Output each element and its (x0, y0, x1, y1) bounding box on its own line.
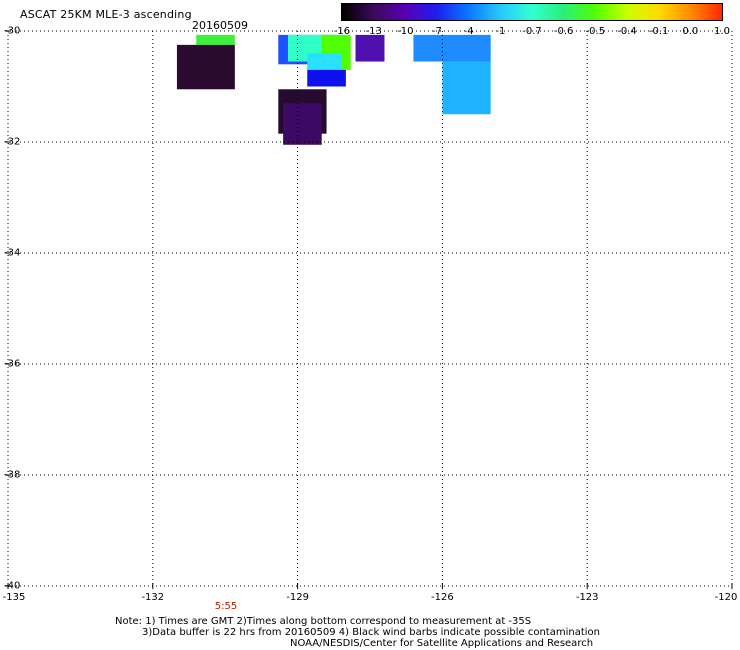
chart-date: 20160509 (192, 19, 248, 32)
note-line-1: Note: 1) Times are GMT 2)Times along bot… (115, 616, 532, 627)
chart-title: ASCAT 25KM MLE-3 ascending (20, 8, 192, 21)
lon-label-3: -126 (431, 592, 454, 603)
colorbar-label-10: -0.1 (648, 26, 669, 37)
colorbar-label-9: -0.4 (617, 26, 637, 37)
colorbar-label-12: 1.0 (714, 26, 730, 37)
colorbar-label-3: -7 (432, 26, 442, 37)
colorbar-label-2: -10 (397, 26, 414, 37)
time-label: 5:55 (214, 601, 238, 612)
swath-cell-9 (442, 61, 491, 115)
colorbar-label-8: -0.5 (585, 26, 606, 37)
swath-cell-11 (283, 103, 322, 145)
colorbar-label-5: -1 (495, 26, 506, 37)
lon-label-0: -135 (2, 592, 26, 603)
note-line-3: NOAA/NESDIS/Center for Satellite Applica… (290, 638, 594, 649)
swath-cell-6 (307, 69, 346, 87)
swath-cell-1 (176, 44, 235, 90)
lon-label-4: -123 (575, 592, 599, 603)
colorbar-label-0: -16 (333, 26, 351, 37)
lon-label-1: -132 (141, 592, 165, 603)
note-line-2: 3)Data buffer is 22 hrs from 20160509 4)… (142, 627, 600, 638)
swath-cell-8 (413, 34, 491, 62)
lon-label-5: -120 (714, 592, 738, 603)
colorbar (341, 3, 723, 21)
swath-cell-5 (307, 53, 342, 70)
colorbar-label-4: -4 (463, 26, 474, 37)
colorbar-label-7: -0.6 (553, 26, 574, 37)
lat-label-3: -36 (4, 358, 21, 370)
swath-cell-7 (355, 34, 385, 62)
colorbar-label-6: -0.7 (522, 26, 542, 37)
lat-label-4: -38 (4, 469, 21, 481)
colorbar-label-11: 0.0 (682, 26, 699, 37)
lat-label-1: -32 (4, 136, 21, 148)
lon-label-2: -129 (286, 592, 309, 603)
lat-label-5: -40 (4, 580, 21, 592)
lat-label-2: -34 (4, 247, 21, 259)
colorbar-label-1: -13 (365, 26, 382, 37)
swath-cell-0 (196, 34, 235, 45)
lat-label-0: -30 (4, 25, 21, 37)
